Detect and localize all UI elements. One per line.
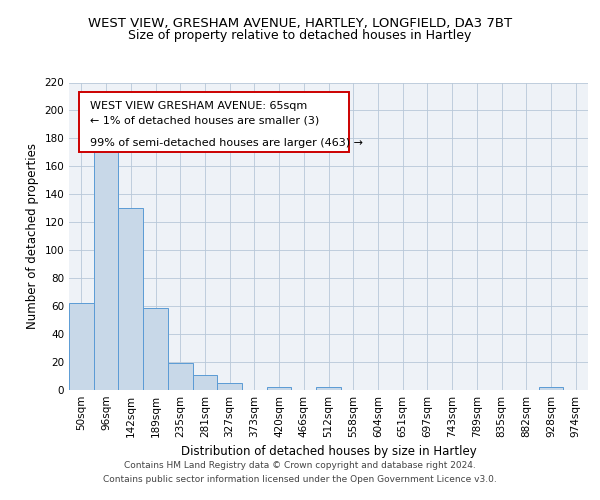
Bar xyxy=(118,208,143,390)
Bar xyxy=(267,387,292,390)
Bar xyxy=(193,374,217,390)
Text: 99% of semi-detached houses are larger (463) →: 99% of semi-detached houses are larger (… xyxy=(90,138,363,148)
Text: WEST VIEW, GRESHAM AVENUE, HARTLEY, LONGFIELD, DA3 7BT: WEST VIEW, GRESHAM AVENUE, HARTLEY, LONG… xyxy=(88,18,512,30)
FancyBboxPatch shape xyxy=(79,92,349,152)
Bar xyxy=(143,308,168,390)
Bar xyxy=(316,387,341,390)
Text: ← 1% of detached houses are smaller (3): ← 1% of detached houses are smaller (3) xyxy=(90,115,319,125)
Bar xyxy=(94,138,118,390)
Bar xyxy=(539,387,563,390)
Bar xyxy=(69,304,94,390)
Text: WEST VIEW GRESHAM AVENUE: 65sqm: WEST VIEW GRESHAM AVENUE: 65sqm xyxy=(90,100,307,110)
Text: Contains HM Land Registry data © Crown copyright and database right 2024.
Contai: Contains HM Land Registry data © Crown c… xyxy=(103,462,497,483)
Text: Size of property relative to detached houses in Hartley: Size of property relative to detached ho… xyxy=(128,30,472,43)
Y-axis label: Number of detached properties: Number of detached properties xyxy=(26,143,39,329)
X-axis label: Distribution of detached houses by size in Hartley: Distribution of detached houses by size … xyxy=(181,446,476,458)
Bar xyxy=(168,364,193,390)
Bar xyxy=(217,383,242,390)
